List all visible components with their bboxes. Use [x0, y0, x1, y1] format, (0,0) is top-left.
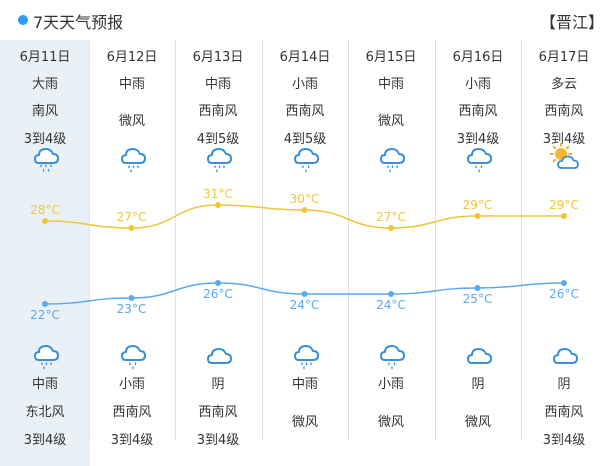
day-column[interactable]: 6月17日 多云 西南风 3到4级阴西南风 3到4级: [521, 40, 607, 466]
light-rain-icon: [377, 340, 407, 370]
night-wind-level: 3到4级: [196, 433, 240, 448]
day-wind-level: 3到4级: [23, 132, 67, 147]
column-divider: [521, 40, 522, 440]
night-wind-level: 3到4级: [110, 433, 154, 448]
day-column[interactable]: 6月13日 中雨 西南风 4到5级阴西南风 3到4级: [175, 40, 261, 466]
day-weather-label: 中雨: [118, 77, 145, 92]
day-wind-direction: 微风: [377, 114, 404, 129]
day-weather-label: 小雨: [464, 77, 491, 92]
header-dot: [18, 15, 28, 25]
light-rain-icon: [291, 143, 321, 173]
day-wind-level: 3到4级: [542, 132, 586, 147]
night-wind-level: 3到4级: [542, 433, 586, 448]
column-divider: [262, 40, 263, 440]
night-wind-direction: 微风: [464, 415, 491, 430]
day-wind-direction: 西南风: [458, 104, 498, 119]
column-divider: [89, 40, 90, 440]
cloud-icon: [204, 340, 234, 370]
night-wind-direction: 西南风: [112, 405, 152, 420]
day-column[interactable]: 6月14日小雨西南风 4到5级中雨微风: [262, 40, 348, 466]
day-column[interactable]: 6月12日中雨微风小雨西南风 3到4级: [89, 40, 175, 466]
column-divider: [348, 40, 349, 440]
day-wind-direction: 微风: [118, 114, 145, 129]
column-divider: [175, 40, 176, 440]
night-wind-direction: 西南风: [544, 405, 584, 420]
night-weather-label: 小雨: [377, 377, 404, 392]
forecast-date: 6月12日: [106, 50, 158, 65]
rain-cloud-icon: [291, 340, 321, 370]
night-weather-label: 阴: [557, 377, 571, 392]
day-wind-level: 3到4级: [456, 132, 500, 147]
night-wind-level: 3到4级: [23, 433, 67, 448]
night-weather-label: 中雨: [31, 377, 58, 392]
day-column[interactable]: 6月15日 中雨 微风 小雨 微风: [348, 40, 434, 466]
cloud-icon: [464, 340, 494, 370]
forecast-date: 6月16日: [452, 50, 504, 65]
cloud-icon: [550, 340, 580, 370]
day-column[interactable]: 6月11日 大雨 南风 3到4级 中雨 东北风 3到4级: [2, 40, 88, 466]
rain-cloud-icon: [377, 143, 407, 173]
forecast-date: 6月11日: [19, 50, 71, 65]
night-weather-label: 中雨: [291, 377, 318, 392]
night-wind-direction: 东北风: [25, 405, 65, 420]
rain-cloud-icon: [31, 340, 61, 370]
forecast-date: 6月15日: [365, 50, 417, 65]
day-wind-direction: 西南风: [198, 104, 238, 119]
day-column[interactable]: 6月16日小雨西南风 3到4级阴微风: [435, 40, 521, 466]
light-rain-icon: [118, 340, 148, 370]
forecast-date: 6月17日: [538, 50, 590, 65]
day-wind-direction: 南风: [31, 104, 58, 119]
day-wind-direction: 西南风: [544, 104, 584, 119]
forecast-date: 6月14日: [279, 50, 331, 65]
forecast-date: 6月13日: [192, 50, 244, 65]
day-wind-level: 4到5级: [283, 132, 327, 147]
day-weather-label: 中雨: [204, 77, 231, 92]
night-weather-label: 阴: [471, 377, 485, 392]
forecast-title: 7天天气预报: [33, 13, 124, 32]
day-weather-label: 小雨: [291, 77, 318, 92]
day-weather-label: 中雨: [377, 77, 404, 92]
day-weather-label: 多云: [550, 77, 577, 92]
heavy-rain-icon: [31, 143, 61, 173]
partly-cloudy-icon: [550, 143, 580, 173]
rain-cloud-icon: [204, 143, 234, 173]
city-selector[interactable]: 【晋江】: [539, 13, 604, 32]
night-weather-label: 阴: [211, 377, 225, 392]
day-weather-label: 大雨: [31, 77, 58, 92]
night-wind-direction: 微风: [377, 415, 404, 430]
night-wind-direction: 微风: [291, 415, 318, 430]
day-wind-direction: 西南风: [285, 104, 325, 119]
today-highlight: [0, 40, 90, 466]
light-rain-icon: [464, 143, 494, 173]
column-divider: [435, 40, 436, 440]
night-weather-label: 小雨: [118, 377, 145, 392]
day-wind-level: 4到5级: [196, 132, 240, 147]
rain-cloud-icon: [118, 143, 148, 173]
night-wind-direction: 西南风: [198, 405, 238, 420]
